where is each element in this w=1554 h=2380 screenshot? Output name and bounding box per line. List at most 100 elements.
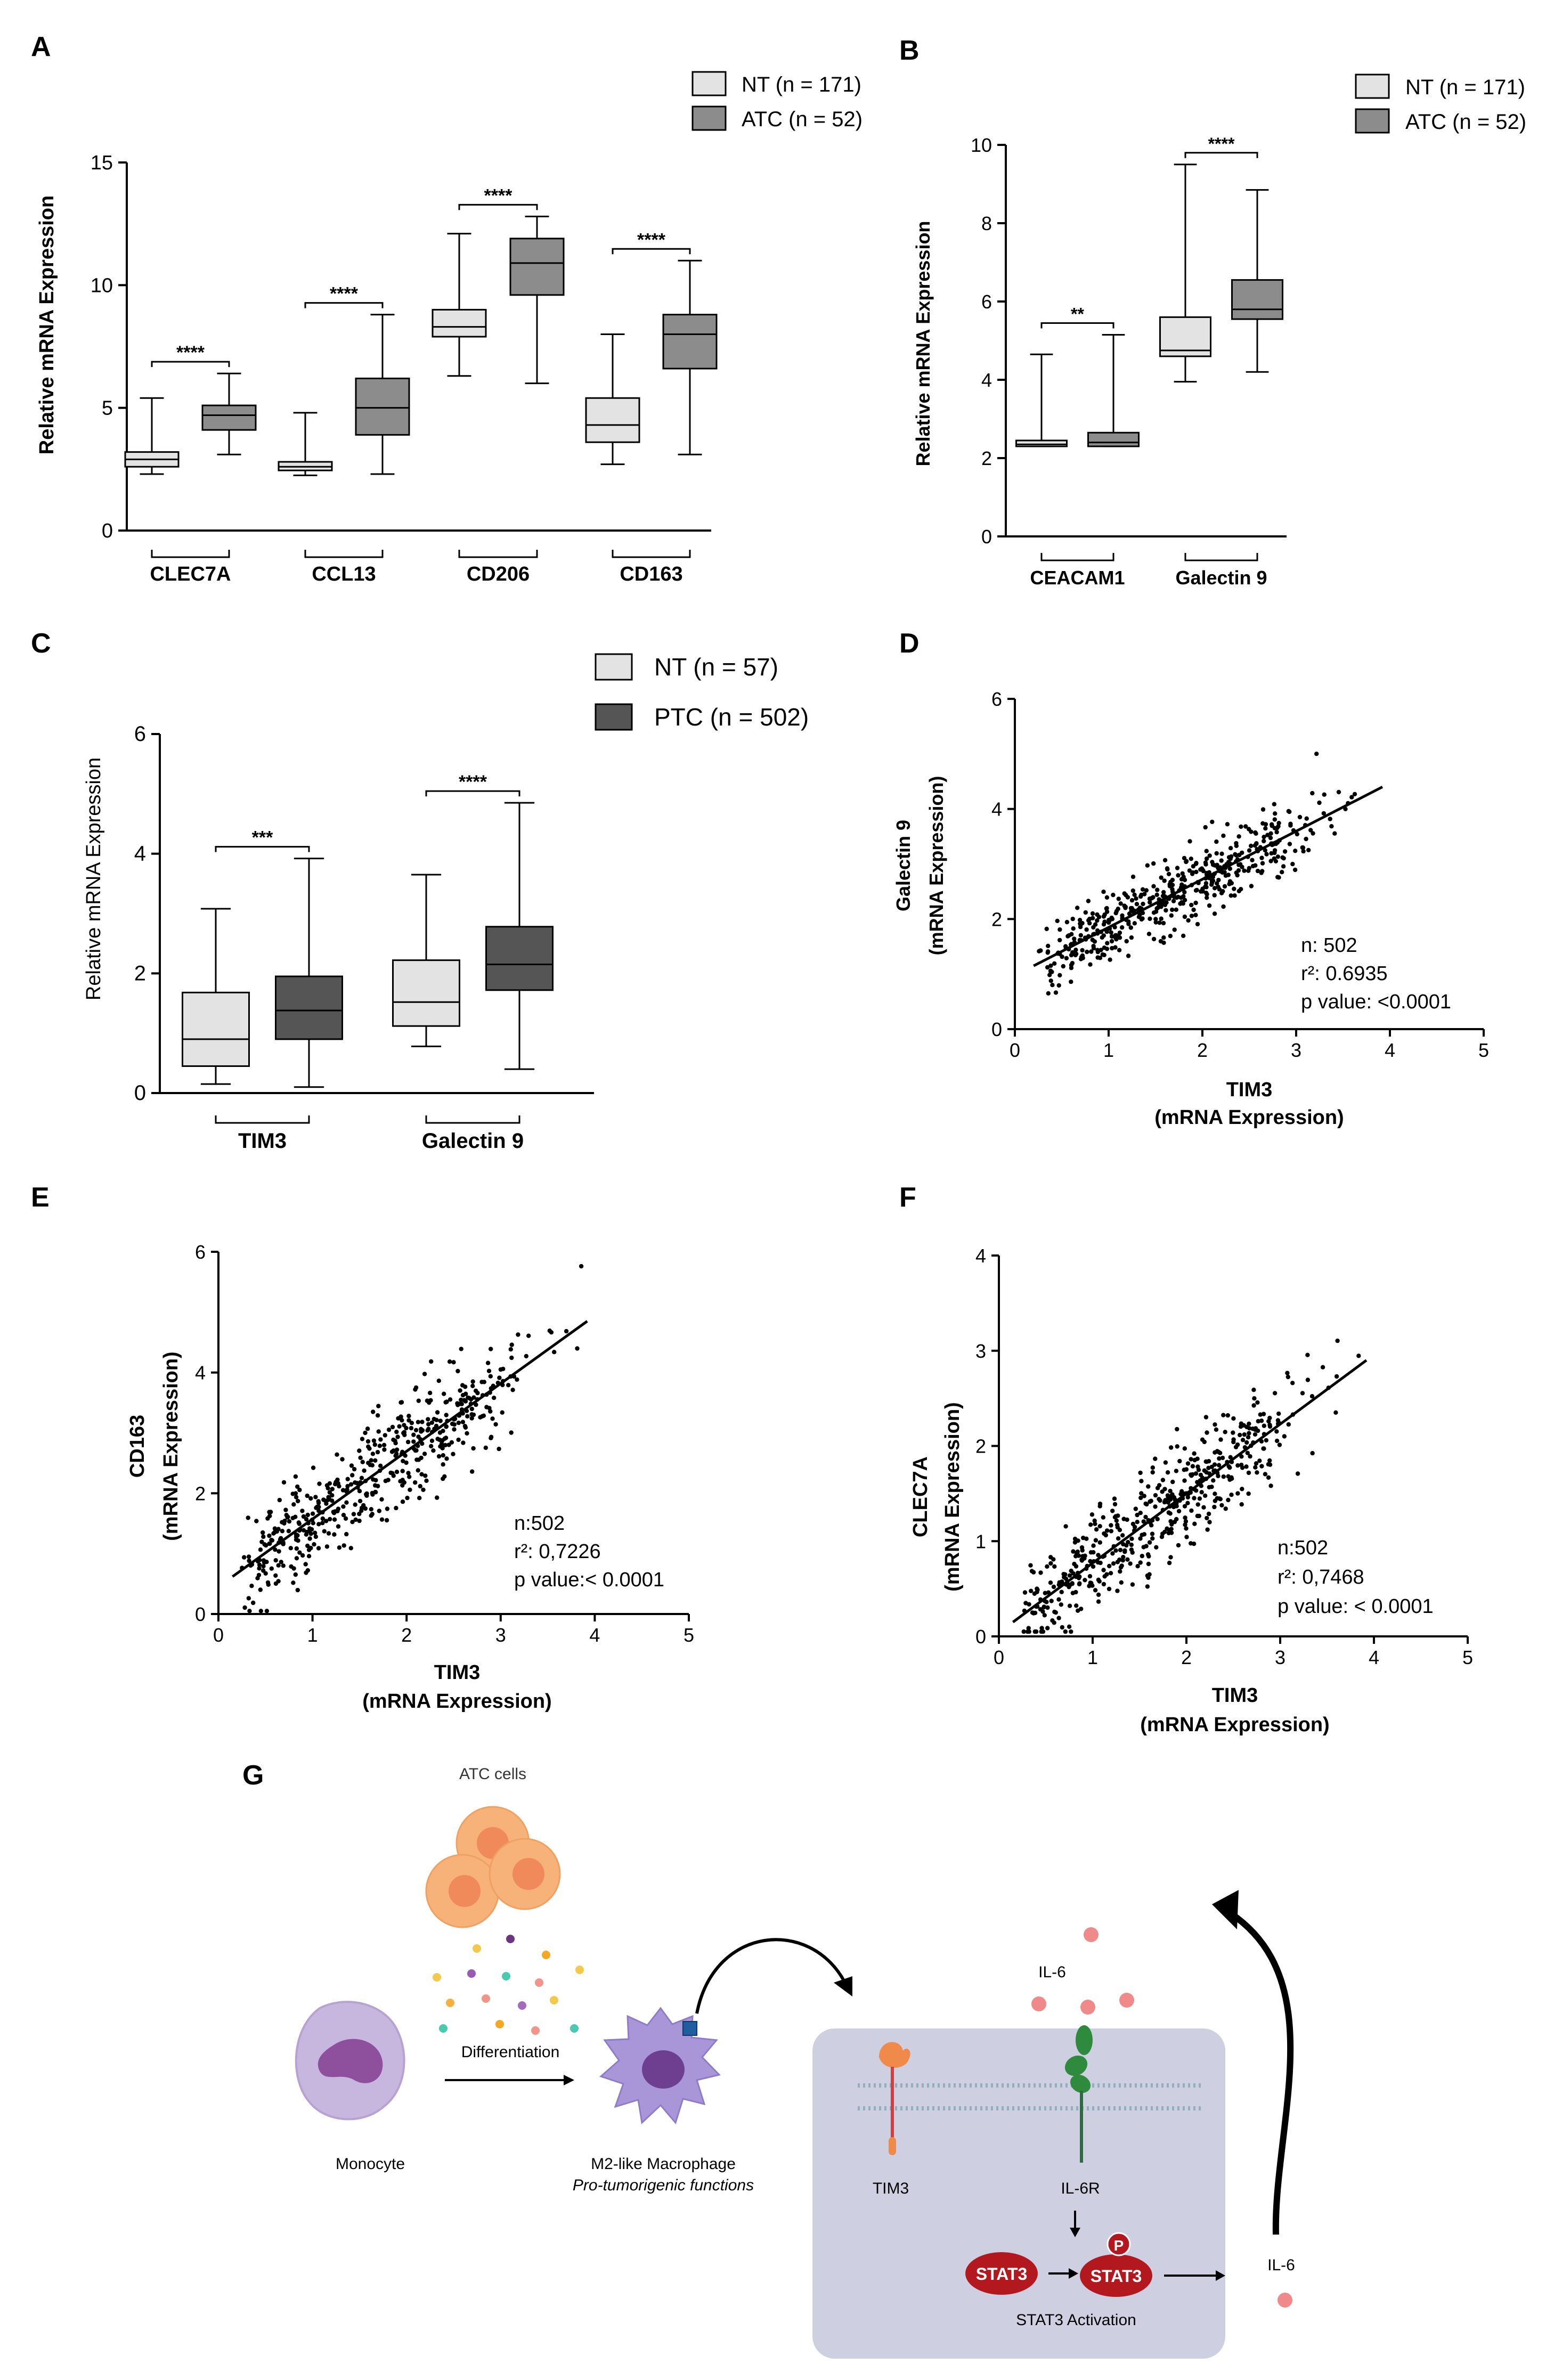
scatter-point [291, 1502, 296, 1507]
scatter-point [372, 1442, 377, 1447]
scatter-point [1103, 1533, 1108, 1538]
scatter-point [261, 1568, 266, 1573]
scatter-point [1042, 1613, 1047, 1618]
scatter-point [313, 1530, 318, 1535]
scatter-point [416, 1434, 421, 1439]
panel-e-ylabel-2: (mRNA Expression) [160, 1351, 182, 1541]
scatter-point [1260, 861, 1265, 866]
scatter-point [1119, 1563, 1124, 1568]
scatter-point [1190, 871, 1195, 876]
scatter-point [353, 1502, 357, 1507]
panel-g: G ATC cells Monocyte Di [242, 1760, 1295, 2359]
scatter-point [1048, 1561, 1053, 1566]
scatter-point [1064, 919, 1070, 925]
scatter-point [1153, 917, 1158, 922]
scatter-point [1109, 930, 1113, 935]
panel-f-ylabel-1: CLEC7A [909, 1456, 932, 1537]
scatter-point [1253, 1465, 1258, 1470]
scatter-point [1134, 902, 1140, 907]
scatter-point [1032, 1629, 1038, 1634]
scatter-point [257, 1566, 262, 1571]
scatter-point [1290, 1381, 1295, 1385]
scatter-point [1267, 1462, 1273, 1467]
scatter-point [1251, 1403, 1256, 1408]
scatter-point [1223, 1506, 1228, 1511]
feedback-arrow [1228, 1911, 1294, 2235]
scatter-point [345, 1487, 349, 1492]
scatter-point [1215, 1449, 1220, 1454]
scatter-point [1304, 816, 1309, 821]
scatter-point [1197, 1513, 1201, 1519]
scatter-point [1272, 802, 1276, 806]
scatter-point [1126, 922, 1131, 926]
scatter-point [516, 1332, 520, 1337]
scatter-point [1117, 1528, 1122, 1533]
panel-c-boxes: ******* [182, 772, 554, 1088]
scatter-point [1255, 1400, 1260, 1405]
scatter-point [262, 1542, 267, 1547]
scatter-point [377, 1444, 383, 1448]
legend-b-atc: ATC (n = 52) [1405, 110, 1526, 134]
scatter-point [1035, 1587, 1040, 1592]
scatter-point [435, 1410, 440, 1415]
scatter-point [1134, 896, 1138, 901]
scatter-point [297, 1487, 302, 1493]
scatter-point [394, 1447, 400, 1452]
scatter-point [1225, 1413, 1230, 1418]
scatter-point [1240, 1438, 1246, 1442]
scatter-point [1026, 1626, 1031, 1631]
scatter-point [1183, 1515, 1187, 1520]
ytick-label: 10 [91, 274, 113, 297]
scatter-point [256, 1572, 262, 1578]
scatter-point [369, 1513, 373, 1518]
scatter-point [421, 1487, 426, 1492]
scatter-point [1281, 864, 1286, 869]
panel-f-xlabel-2: (mRNA Expression) [1140, 1714, 1329, 1736]
scatter-point [388, 1470, 393, 1476]
scatter-point [1200, 1437, 1205, 1442]
scatter-point [1275, 826, 1280, 830]
scatter-point [1132, 892, 1137, 898]
scatter-point [378, 1463, 383, 1468]
scatter-point [1204, 849, 1209, 853]
scatter-point [416, 1420, 421, 1424]
scatter-point [1198, 867, 1203, 872]
scatter-point [1215, 862, 1219, 868]
scatter-point [1168, 934, 1173, 939]
scatter-point [1125, 1557, 1130, 1562]
scatter-point [306, 1547, 312, 1552]
scatter-point [1333, 1410, 1338, 1415]
scatter-point [400, 1469, 405, 1473]
scatter-point [261, 1564, 266, 1569]
scatter-point [447, 1359, 452, 1364]
scatter-point [1216, 1463, 1222, 1468]
scatter-point [324, 1501, 329, 1506]
scatter-point [1046, 943, 1051, 949]
scatter-point [1287, 842, 1292, 846]
scatter-point [395, 1434, 400, 1439]
scatter-point [1083, 1578, 1087, 1583]
scatter-point [291, 1566, 296, 1571]
panel-a-ylabel: Relative mRNA Expression [36, 195, 58, 454]
scatter-point [1101, 933, 1106, 938]
scatter-point [1057, 973, 1062, 978]
scatter-point [1219, 851, 1224, 857]
tim3-receptor-square [682, 2021, 697, 2036]
panel-b-boxes: ****** [1015, 134, 1283, 447]
scatter-point [1252, 843, 1257, 848]
scatter-point [1048, 968, 1053, 973]
atc-cells-label: ATC cells [459, 1765, 526, 1783]
scatter-point [441, 1453, 445, 1458]
scatter-point [1317, 800, 1322, 805]
scatter-point [456, 1420, 461, 1425]
scatter-point [379, 1497, 384, 1502]
scatter-point [501, 1366, 506, 1372]
scatter-point [1238, 862, 1243, 867]
atc-cells-cluster [425, 1806, 561, 1928]
scatter-point [363, 1506, 368, 1511]
scatter-point [1117, 1557, 1122, 1562]
scatter-point [1138, 1495, 1143, 1501]
scatter-point [1231, 1437, 1236, 1442]
scatter-point [266, 1582, 271, 1587]
scatter-point [369, 1507, 373, 1512]
